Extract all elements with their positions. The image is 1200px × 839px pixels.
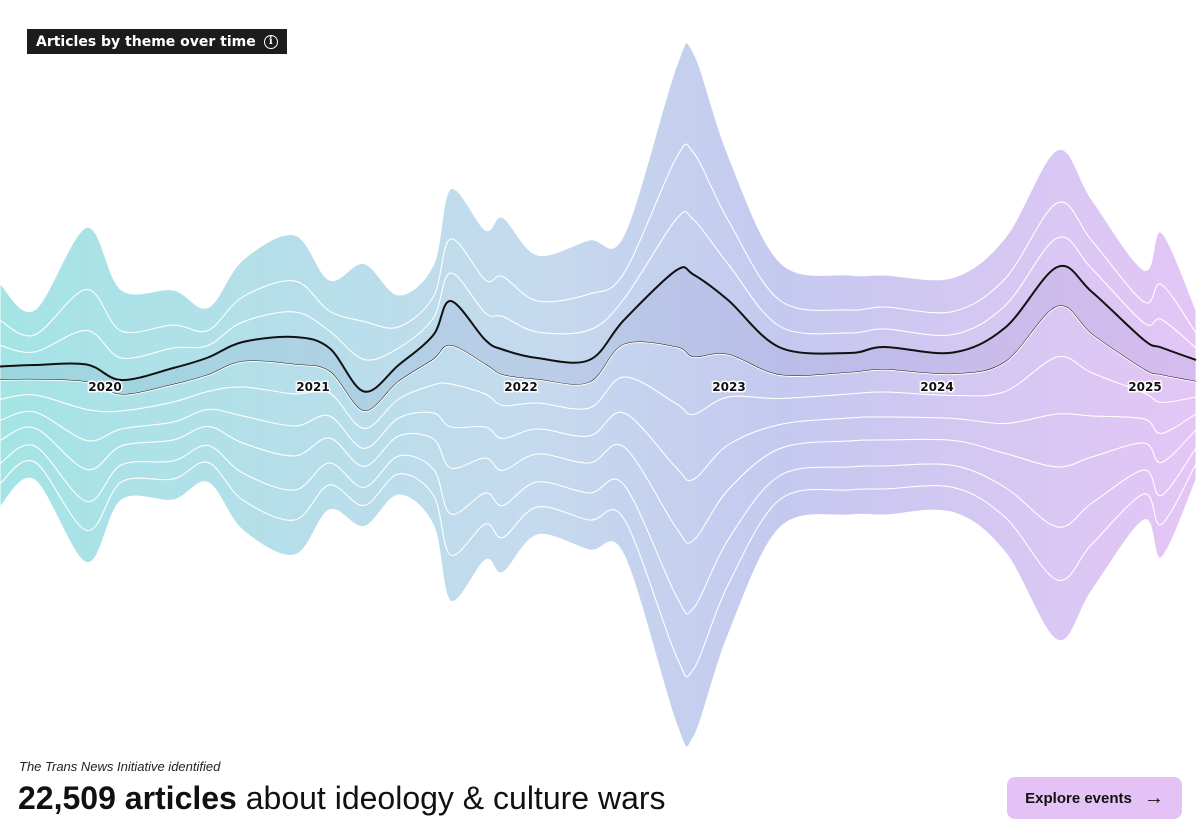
chart-title: Articles by theme over time <box>36 33 256 50</box>
highlighted-theme-shade <box>0 265 1196 412</box>
highlighted-theme-top-edge <box>0 264 1197 393</box>
year-label: 2023 <box>712 380 745 394</box>
arrow-right-icon: → <box>1143 786 1164 809</box>
explore-events-label: Explore events <box>1025 789 1132 807</box>
year-label: 2022 <box>504 380 537 394</box>
year-label: 2025 <box>1128 380 1161 394</box>
year-label: 2021 <box>296 380 329 394</box>
theme-layer-10[interactable] <box>0 460 1197 748</box>
year-label: 2020 <box>88 380 121 394</box>
year-label: 2024 <box>920 380 953 394</box>
info-icon[interactable]: i <box>263 34 278 49</box>
headline: 22,509 articles about ideology & culture… <box>18 780 666 817</box>
article-count: 22,509 articles <box>18 780 237 816</box>
intro-text: The Trans News Initiative identified <box>19 759 221 774</box>
streamgraph-chart: 2020 2021 2022 2023 2024 2025 <box>0 42 1197 748</box>
chart-title-badge[interactable]: Articles by theme over time i <box>27 29 287 54</box>
explore-events-button[interactable]: Explore events → <box>1007 777 1182 819</box>
headline-topic: about ideology & culture wars <box>236 780 666 816</box>
